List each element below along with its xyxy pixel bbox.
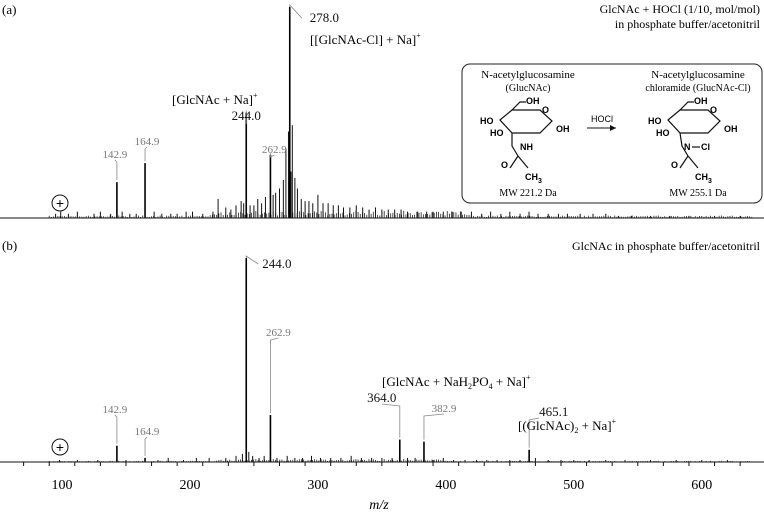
polarity-badge-b: +: [51, 438, 69, 456]
peak-leader: [245, 255, 259, 265]
peak-label-465.1: 465.1: [539, 404, 568, 419]
peak-leader: [270, 152, 275, 158]
product-name: N-acetylglucosamine: [651, 69, 745, 81]
product-mw: MW 255.1 Da: [669, 188, 727, 199]
panel-a-peaks: 142.9 164.9 244.0 262.9 278.0: [103, 3, 339, 218]
ion-244-a-text: [GlcNAc + Na]: [172, 92, 253, 107]
panel-b-peaks: 142.9 164.9 244.0 262.9 364.0 382.9 465.1: [103, 255, 568, 462]
reaction-arrowhead: [610, 125, 616, 131]
peak-label-164.9: 164.9: [135, 426, 160, 438]
peak-leader: [114, 159, 118, 181]
inset-frame: [461, 63, 763, 204]
peak-leader: [423, 413, 445, 440]
reactant-oh-right: OH: [556, 124, 570, 134]
panel-a-title: GlcNAc + HOCl (1/10, mol/mol): [600, 2, 760, 16]
product-oh-top: OH: [694, 96, 708, 106]
peak-label-164.9: 164.9: [135, 136, 160, 148]
peak-leader: [270, 337, 279, 414]
polarity-badge-a: +: [51, 194, 69, 212]
peak-label-244.0: 244.0: [262, 256, 291, 271]
peak-label-244.0: 244.0: [232, 108, 261, 123]
peak-label-262.9: 262.9: [266, 327, 291, 339]
peak-label-382.9: 382.9: [432, 403, 457, 415]
reactant-ch3: CH3: [525, 172, 542, 185]
reactant-o-ring: O: [542, 105, 549, 115]
ion-label-465-b: [(GlcNAc)2 + Na]+: [518, 417, 617, 435]
product-ch3: CH3: [695, 172, 712, 185]
reactant-structure: [499, 101, 553, 169]
peak-label-142.9: 142.9: [103, 404, 128, 416]
product-ho-low: HO: [656, 128, 670, 138]
product-n: N: [684, 142, 691, 152]
reactant-ho-left: HO: [480, 116, 494, 126]
x-tick-label-400: 400: [435, 478, 456, 493]
peak-leader: [528, 417, 540, 448]
product-o-carbonyl: O: [671, 160, 678, 170]
product-o-ring: O: [710, 105, 717, 115]
reactant-o-carbonyl: O: [501, 160, 508, 170]
x-axis-label: m/z: [369, 498, 389, 513]
peak-leader: [114, 414, 118, 444]
panel-a: (a) GlcNAc + HOCl (1/10, mol/mol) in pho…: [0, 2, 764, 219]
panel-a-minor-peaks: [48, 125, 753, 218]
x-axis-ticks: 100 200 300 400 500 600: [23, 462, 741, 493]
product-abbr: chloramide (GlucNAc-Cl): [645, 83, 750, 94]
peak-leader: [381, 403, 401, 438]
product-ho-left: HO: [648, 116, 662, 126]
x-axis: 100 200 300 400 500 600 m/z: [0, 461, 764, 513]
panel-b-label: (b): [2, 238, 17, 253]
peak-label-364.0: 364.0: [367, 390, 396, 405]
x-tick-label-500: 500: [563, 478, 584, 493]
product-oh-right: OH: [724, 124, 738, 134]
peak-label-278.0: 278.0: [310, 10, 339, 25]
reactant-nh: NH: [520, 142, 533, 152]
panel-a-subtitle: in phosphate buffer/acetonitril: [615, 17, 761, 31]
reactant-mw: MW 221.2 Da: [499, 188, 557, 199]
reactant-oh-top: OH: [526, 96, 540, 106]
ion-label-278-a: [[GlcNAc-Cl] + Na]+: [310, 31, 421, 47]
peak-leader: [144, 436, 148, 456]
x-tick-label-600: 600: [691, 478, 712, 493]
svg-text:+: +: [56, 439, 64, 455]
panel-a-label: (a): [2, 2, 16, 17]
product-structure: [667, 101, 721, 169]
x-tick-label-300: 300: [307, 478, 328, 493]
peak-leader: [289, 3, 303, 19]
ion-label-244-a: [GlcNAc + Na]+: [172, 91, 258, 107]
reactant-ho-low: HO: [490, 128, 504, 138]
panel-b: (b) GlcNAc in phosphate buffer/acetonitr…: [2, 238, 761, 462]
reaction-inset: N-acetylglucosamine (GlucNAc) N-acetylgl…: [461, 63, 763, 204]
reagent-label: HOCl: [591, 114, 613, 124]
reactant-name: N-acetylglucosamine: [481, 69, 575, 81]
svg-text:+: +: [56, 195, 64, 211]
ion-278-a-sup: +: [416, 31, 421, 40]
ion-244-a-sup: +: [253, 91, 258, 100]
reactant-abbr: (GlucNAc): [506, 83, 551, 94]
peak-leader: [144, 146, 148, 162]
ion-278-a-text: [[GlcNAc-Cl] + Na]: [310, 32, 416, 47]
peak-label-262.9: 262.9: [262, 144, 287, 156]
peak-label-142.9: 142.9: [103, 149, 128, 161]
ion-label-364-b: [GlcNAc + NaH2PO4 + Na]+: [382, 373, 531, 391]
x-tick-label-200: 200: [179, 478, 200, 493]
x-tick-label-100: 100: [52, 478, 73, 493]
panel-b-title: GlcNAc in phosphate buffer/acetonitril: [572, 239, 761, 253]
product-cl: Cl: [701, 142, 710, 152]
